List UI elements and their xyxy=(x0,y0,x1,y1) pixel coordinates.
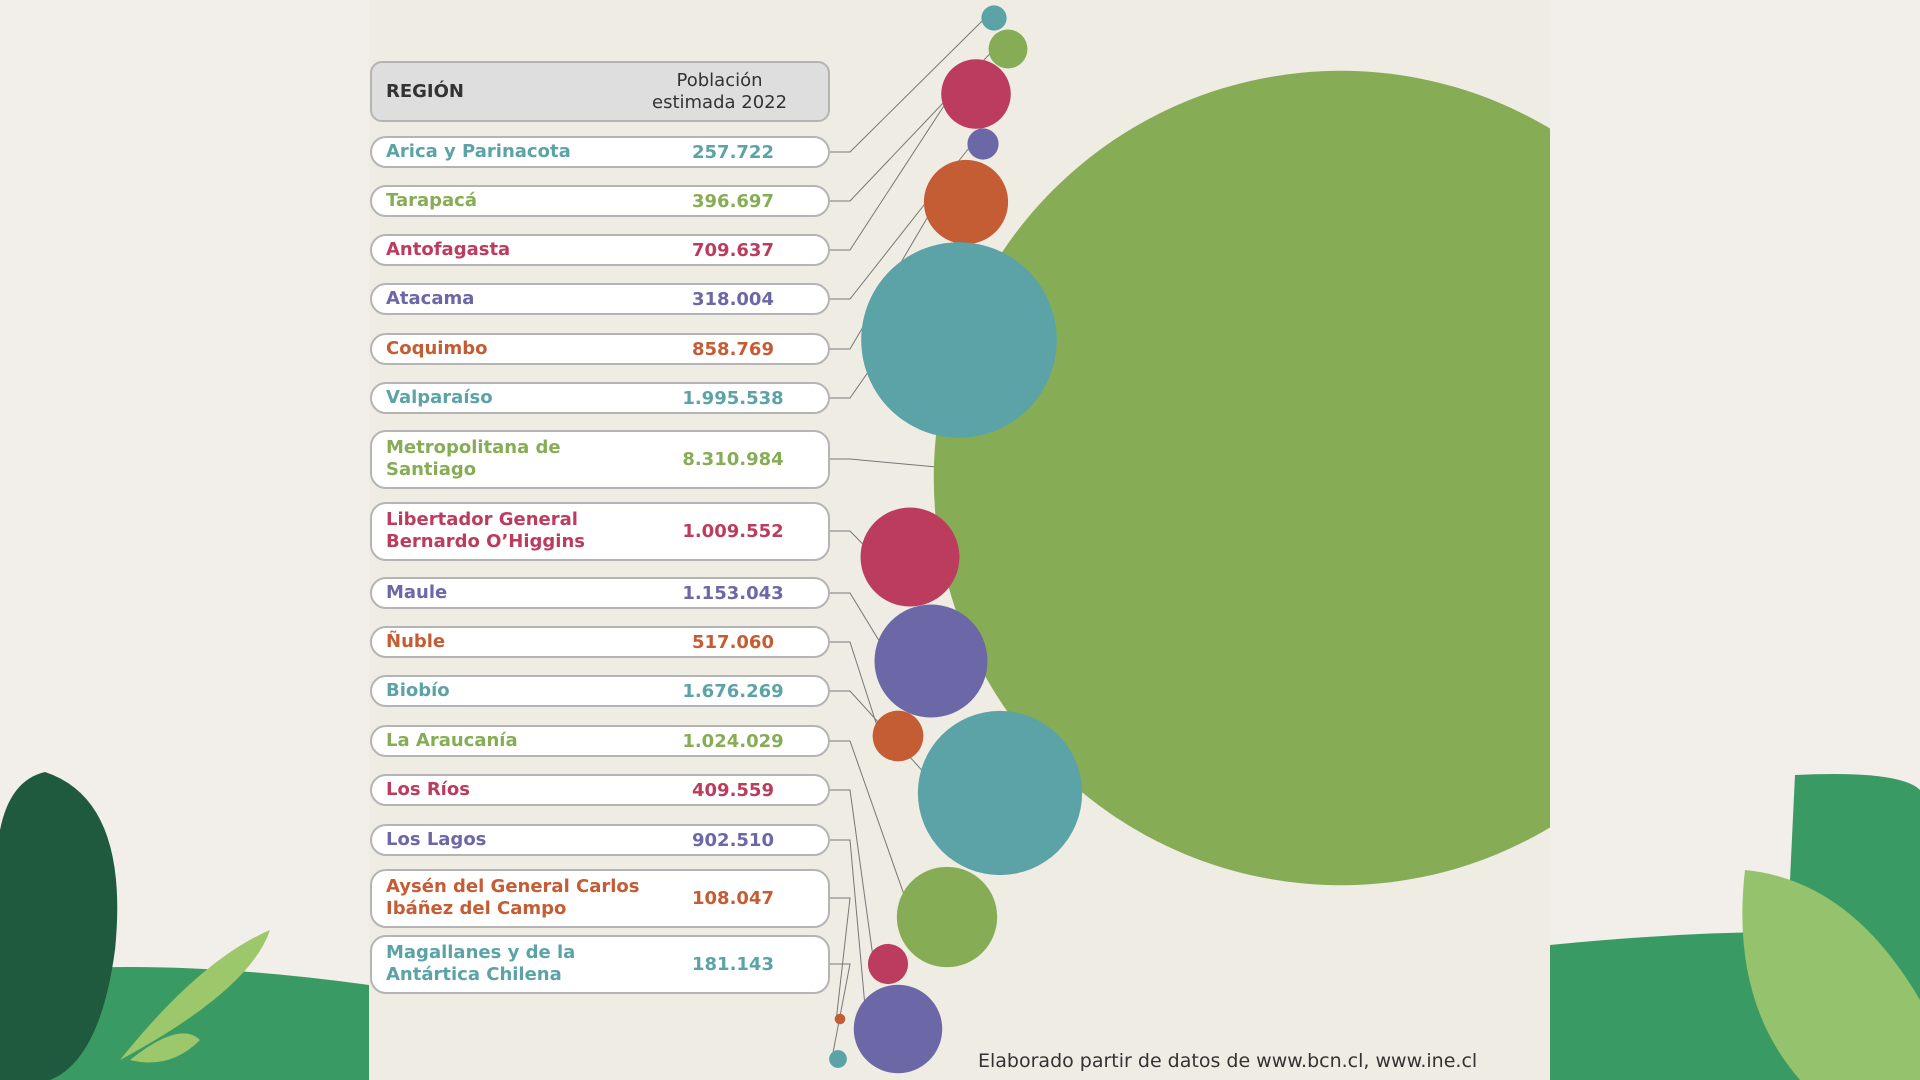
population-value: 709.637 xyxy=(692,239,774,261)
table-row: Antofagasta 709.637 xyxy=(370,234,830,266)
bubble xyxy=(988,29,1028,69)
header-region: REGIÓN xyxy=(386,80,464,102)
connector xyxy=(830,690,943,794)
population-value: 257.722 xyxy=(692,141,774,163)
bubble xyxy=(896,866,998,968)
bubble xyxy=(923,159,1009,245)
region-name: Ñuble xyxy=(386,631,446,653)
connector xyxy=(830,963,851,1060)
region-name: Los Ríos xyxy=(386,779,470,801)
connector xyxy=(830,789,875,965)
header-population: Población estimada 2022 xyxy=(652,69,788,113)
population-value: 318.004 xyxy=(692,288,774,310)
table-row: Maule 1.153.043 xyxy=(370,577,830,609)
bubble xyxy=(834,1013,846,1025)
leaf xyxy=(130,1033,200,1063)
table-row: Ñuble 517.060 xyxy=(370,626,830,658)
population-value: 409.559 xyxy=(692,779,774,801)
connector xyxy=(830,641,881,737)
table-row: La Araucanía 1.024.029 xyxy=(370,725,830,757)
bubble xyxy=(967,128,999,160)
table-row: Libertador General Bernardo O’Higgins 1.0… xyxy=(370,501,830,561)
region-name: Valparaíso xyxy=(386,387,493,409)
region-name: Atacama xyxy=(386,288,475,310)
table-row: Metropolitana de Santiago 8.310.984 xyxy=(370,429,830,489)
population-value: 181.143 xyxy=(692,953,774,975)
population-value: 108.047 xyxy=(692,887,774,909)
table-row: Valparaíso 1.995.538 xyxy=(370,382,830,414)
bubble xyxy=(917,710,1083,876)
region-name: Libertador General Bernardo O’Higgins xyxy=(386,509,586,552)
bubble xyxy=(860,507,960,607)
population-value: 858.769 xyxy=(692,338,774,360)
population-value: 517.060 xyxy=(692,631,774,653)
bubble xyxy=(981,5,1007,31)
table-row: Aysén del General Carlos Ibáñez del Camp… xyxy=(370,868,830,928)
leaf xyxy=(1790,774,1920,1000)
region-name: Aysén del General Carlos Ibáñez del Camp… xyxy=(386,876,640,919)
connector xyxy=(830,201,937,350)
population-value: 902.510 xyxy=(692,829,774,851)
region-name: Tarapacá xyxy=(386,190,477,212)
table-row: Los Ríos 409.559 xyxy=(370,774,830,806)
source-note: Elaborado partir de datos de www.bcn.cl,… xyxy=(978,1050,1478,1072)
population-value: 1.024.029 xyxy=(682,730,784,752)
population-value: 8.310.984 xyxy=(682,448,784,470)
region-name: Metropolitana de Santiago xyxy=(386,437,561,480)
population-value: 1.676.269 xyxy=(682,680,784,702)
table-row: Arica y Parinacota 257.722 xyxy=(370,136,830,168)
bubbles xyxy=(829,5,1550,1074)
bubble xyxy=(933,70,1550,886)
bubble xyxy=(829,1050,847,1068)
leaf xyxy=(0,772,118,1080)
connector xyxy=(830,17,986,153)
connector xyxy=(830,897,851,1020)
table-row: Los Lagos 902.510 xyxy=(370,824,830,856)
bubble xyxy=(874,604,988,718)
bubble xyxy=(872,710,924,762)
table-header: REGIÓN Población estimada 2022 xyxy=(370,61,830,122)
table-row: Tarapacá 396.697 xyxy=(370,185,830,217)
region-name: Biobío xyxy=(386,680,450,702)
table-row: Coquimbo 858.769 xyxy=(370,333,830,365)
connector xyxy=(830,839,868,1030)
population-value: 396.697 xyxy=(692,190,774,212)
bubble xyxy=(941,59,1011,129)
region-name: Arica y Parinacota xyxy=(386,141,571,163)
table-row: Magallanes y de la Antártica Chilena 181.… xyxy=(370,934,830,994)
population-value: 1.009.552 xyxy=(682,520,784,542)
region-name: Los Lagos xyxy=(386,829,487,851)
connector xyxy=(830,592,892,662)
leaf xyxy=(120,930,270,1060)
leaf xyxy=(1742,870,1920,1080)
region-name: Coquimbo xyxy=(386,338,488,360)
region-name: Antofagasta xyxy=(386,239,511,261)
region-name: Maule xyxy=(386,582,448,604)
bubble xyxy=(853,984,943,1074)
bubble xyxy=(861,242,1057,438)
connector xyxy=(830,93,953,251)
bubble xyxy=(867,943,909,985)
region-name: Magallanes y de la Antártica Chilena xyxy=(386,942,576,985)
population-value: 1.153.043 xyxy=(682,582,784,604)
table-row: Biobío 1.676.269 xyxy=(370,675,830,707)
table-row: Atacama 318.004 xyxy=(370,283,830,315)
population-value: 1.995.538 xyxy=(682,387,784,409)
region-name: La Araucanía xyxy=(386,730,518,752)
connector xyxy=(830,740,913,918)
